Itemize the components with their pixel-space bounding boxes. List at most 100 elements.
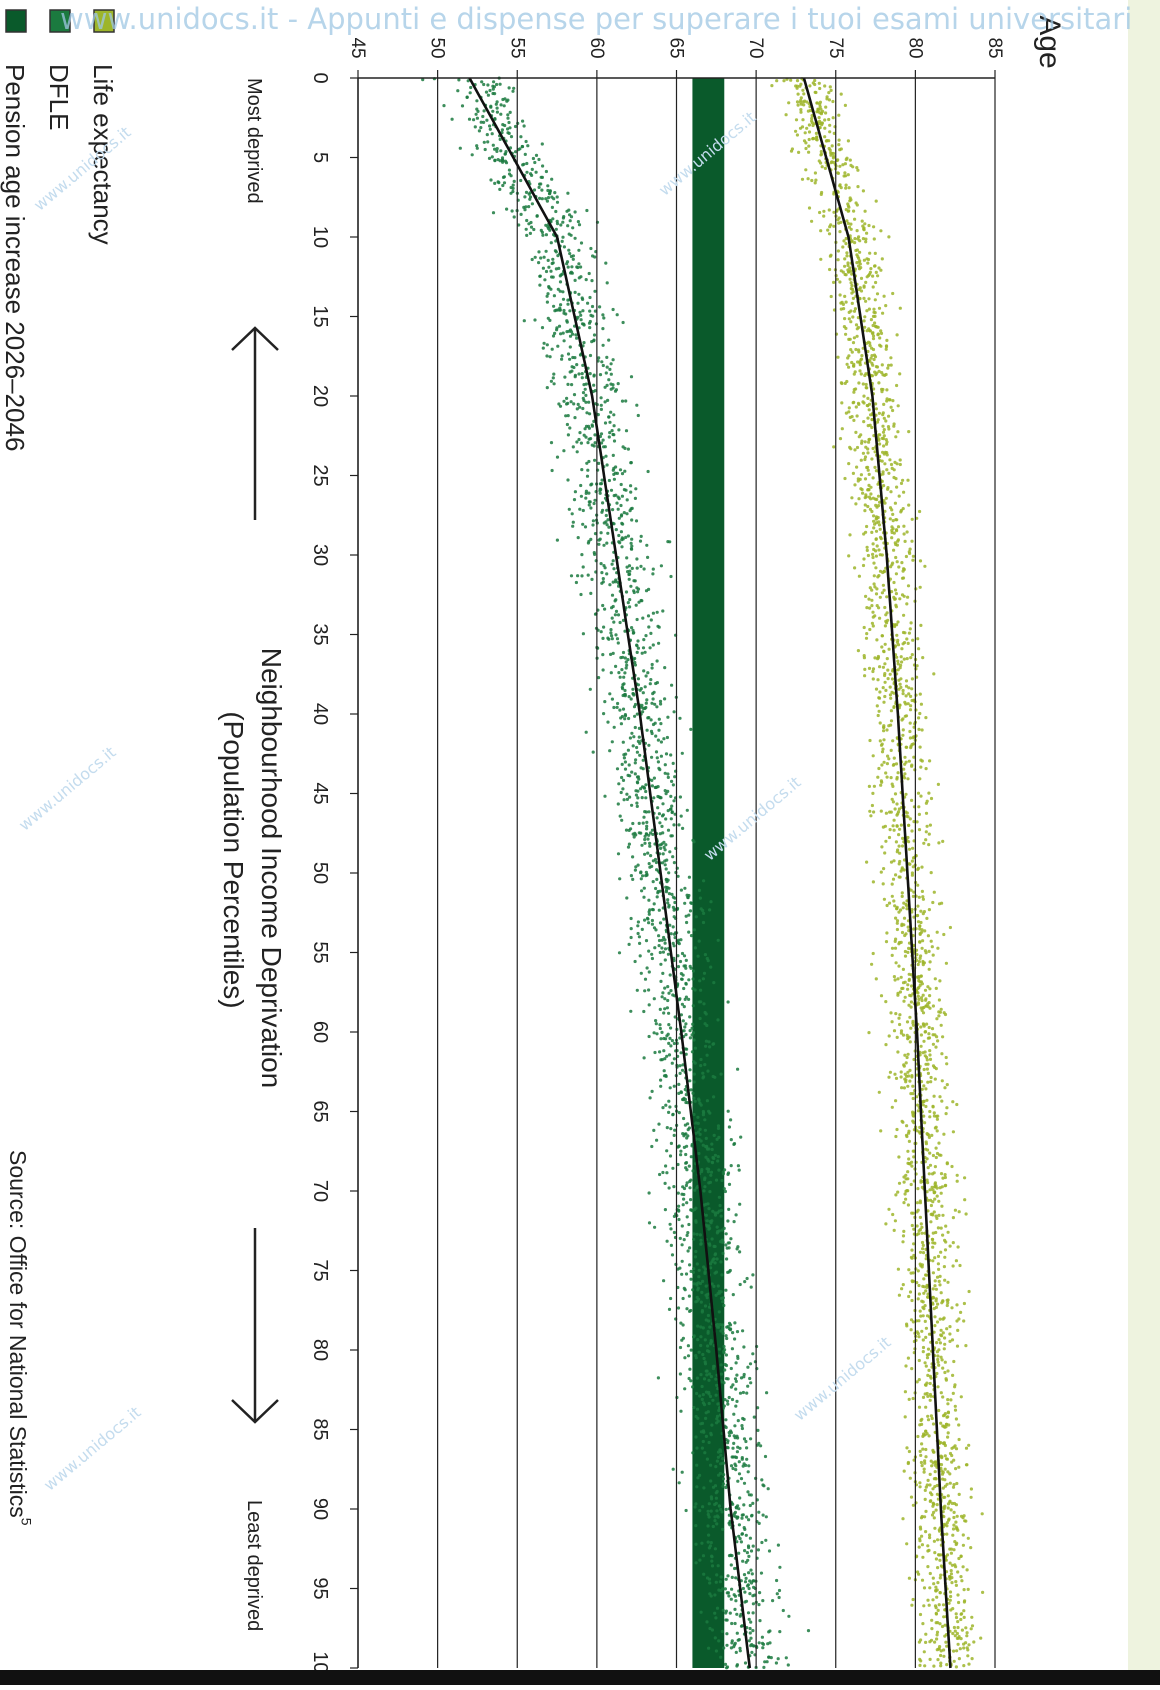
dfle-point bbox=[623, 656, 627, 660]
life-expectancy-point bbox=[950, 1338, 955, 1342]
life-expectancy-point bbox=[943, 1342, 947, 1346]
dfle-point bbox=[645, 698, 649, 702]
dfle-point bbox=[728, 1611, 732, 1615]
life-expectancy-point bbox=[859, 372, 863, 376]
life-expectancy-point bbox=[945, 1532, 949, 1536]
life-expectancy-point bbox=[851, 471, 856, 475]
life-expectancy-point bbox=[903, 631, 907, 635]
life-expectancy-point bbox=[925, 1314, 930, 1318]
dfle-point bbox=[710, 1559, 714, 1563]
dfle-point bbox=[642, 886, 646, 890]
dfle-point bbox=[691, 1091, 695, 1095]
life-expectancy-point bbox=[872, 784, 877, 788]
life-expectancy-point bbox=[916, 1297, 920, 1301]
life-expectancy-point bbox=[867, 597, 871, 601]
life-expectancy-point bbox=[938, 1341, 943, 1345]
life-expectancy-point bbox=[908, 627, 912, 631]
life-expectancy-point bbox=[880, 371, 884, 375]
dfle-point bbox=[750, 1650, 754, 1654]
life-expectancy-point bbox=[795, 86, 799, 90]
life-expectancy-point bbox=[836, 355, 840, 359]
life-expectancy-point bbox=[910, 908, 914, 912]
dfle-point bbox=[636, 590, 640, 594]
dfle-point bbox=[612, 705, 616, 710]
life-expectancy-point bbox=[897, 1293, 902, 1297]
life-expectancy-point bbox=[839, 269, 843, 273]
dfle-point bbox=[683, 901, 687, 905]
life-expectancy-point bbox=[878, 665, 882, 669]
dfle-point bbox=[581, 406, 585, 411]
dfle-point bbox=[719, 1214, 723, 1218]
dfle-point bbox=[618, 468, 623, 472]
life-expectancy-point bbox=[864, 594, 868, 599]
life-expectancy-point bbox=[922, 1586, 927, 1590]
dfle-point bbox=[636, 677, 641, 681]
life-expectancy-point bbox=[863, 667, 867, 672]
life-expectancy-point bbox=[899, 975, 903, 979]
life-expectancy-point bbox=[924, 1530, 928, 1534]
life-expectancy-point bbox=[891, 408, 895, 413]
life-expectancy-point bbox=[908, 1040, 912, 1044]
dfle-point bbox=[607, 525, 611, 529]
dfle-point bbox=[679, 1321, 683, 1325]
life-expectancy-point bbox=[907, 978, 911, 983]
life-expectancy-point bbox=[907, 430, 911, 434]
life-expectancy-point bbox=[901, 1240, 905, 1244]
life-expectancy-point bbox=[876, 678, 880, 682]
dfle-point bbox=[727, 1321, 732, 1325]
dfle-point bbox=[640, 927, 644, 932]
life-expectancy-point bbox=[889, 860, 894, 864]
dfle-point bbox=[655, 610, 659, 614]
dfle-point bbox=[540, 188, 544, 192]
life-expectancy-point bbox=[939, 1191, 943, 1195]
dfle-point bbox=[651, 880, 655, 884]
life-expectancy-point bbox=[884, 304, 888, 308]
dfle-point bbox=[566, 191, 570, 195]
dfle-point bbox=[648, 1096, 652, 1100]
dfle-point bbox=[592, 383, 596, 387]
dfle-point bbox=[630, 731, 634, 735]
dfle-point bbox=[493, 147, 497, 151]
dfle-point bbox=[652, 796, 656, 800]
life-expectancy-point bbox=[901, 1517, 905, 1521]
life-expectancy-point bbox=[844, 242, 848, 246]
dfle-point bbox=[691, 1385, 695, 1389]
dfle-point bbox=[714, 1377, 718, 1381]
life-expectancy-point bbox=[928, 1006, 932, 1010]
life-expectancy-point bbox=[919, 623, 923, 628]
dfle-point bbox=[671, 895, 676, 899]
dfle-point bbox=[589, 246, 593, 251]
life-expectancy-point bbox=[911, 1149, 915, 1153]
dfle-point bbox=[682, 1197, 686, 1201]
life-expectancy-point bbox=[832, 210, 836, 214]
dfle-point bbox=[525, 170, 529, 174]
dfle-point bbox=[704, 1223, 709, 1227]
life-expectancy-point bbox=[921, 1338, 925, 1342]
dfle-point bbox=[520, 145, 525, 149]
dfle-point bbox=[700, 1446, 705, 1450]
life-expectancy-point bbox=[939, 1226, 943, 1230]
life-expectancy-point bbox=[882, 588, 886, 592]
life-expectancy-point bbox=[882, 484, 886, 488]
life-expectancy-point bbox=[864, 240, 868, 244]
dfle-point bbox=[664, 1164, 668, 1168]
dfle-point bbox=[687, 1222, 691, 1227]
life-expectancy-point bbox=[928, 1586, 932, 1590]
life-expectancy-point bbox=[954, 1447, 959, 1451]
dfle-point bbox=[679, 1149, 683, 1153]
life-expectancy-point bbox=[930, 1172, 935, 1176]
dfle-point bbox=[699, 1300, 703, 1304]
life-expectancy-point bbox=[952, 1458, 956, 1462]
dfle-point bbox=[747, 1617, 751, 1621]
life-expectancy-point bbox=[929, 1203, 934, 1208]
life-expectancy-point bbox=[855, 465, 859, 469]
dfle-point bbox=[721, 1300, 725, 1304]
life-expectancy-point bbox=[910, 1367, 914, 1371]
life-expectancy-point bbox=[916, 994, 920, 998]
dfle-point bbox=[719, 1363, 723, 1367]
dfle-point bbox=[535, 214, 539, 218]
dfle-point bbox=[629, 927, 633, 931]
life-expectancy-point bbox=[905, 1446, 909, 1450]
dfle-point bbox=[704, 1155, 708, 1159]
dfle-point bbox=[663, 947, 668, 951]
